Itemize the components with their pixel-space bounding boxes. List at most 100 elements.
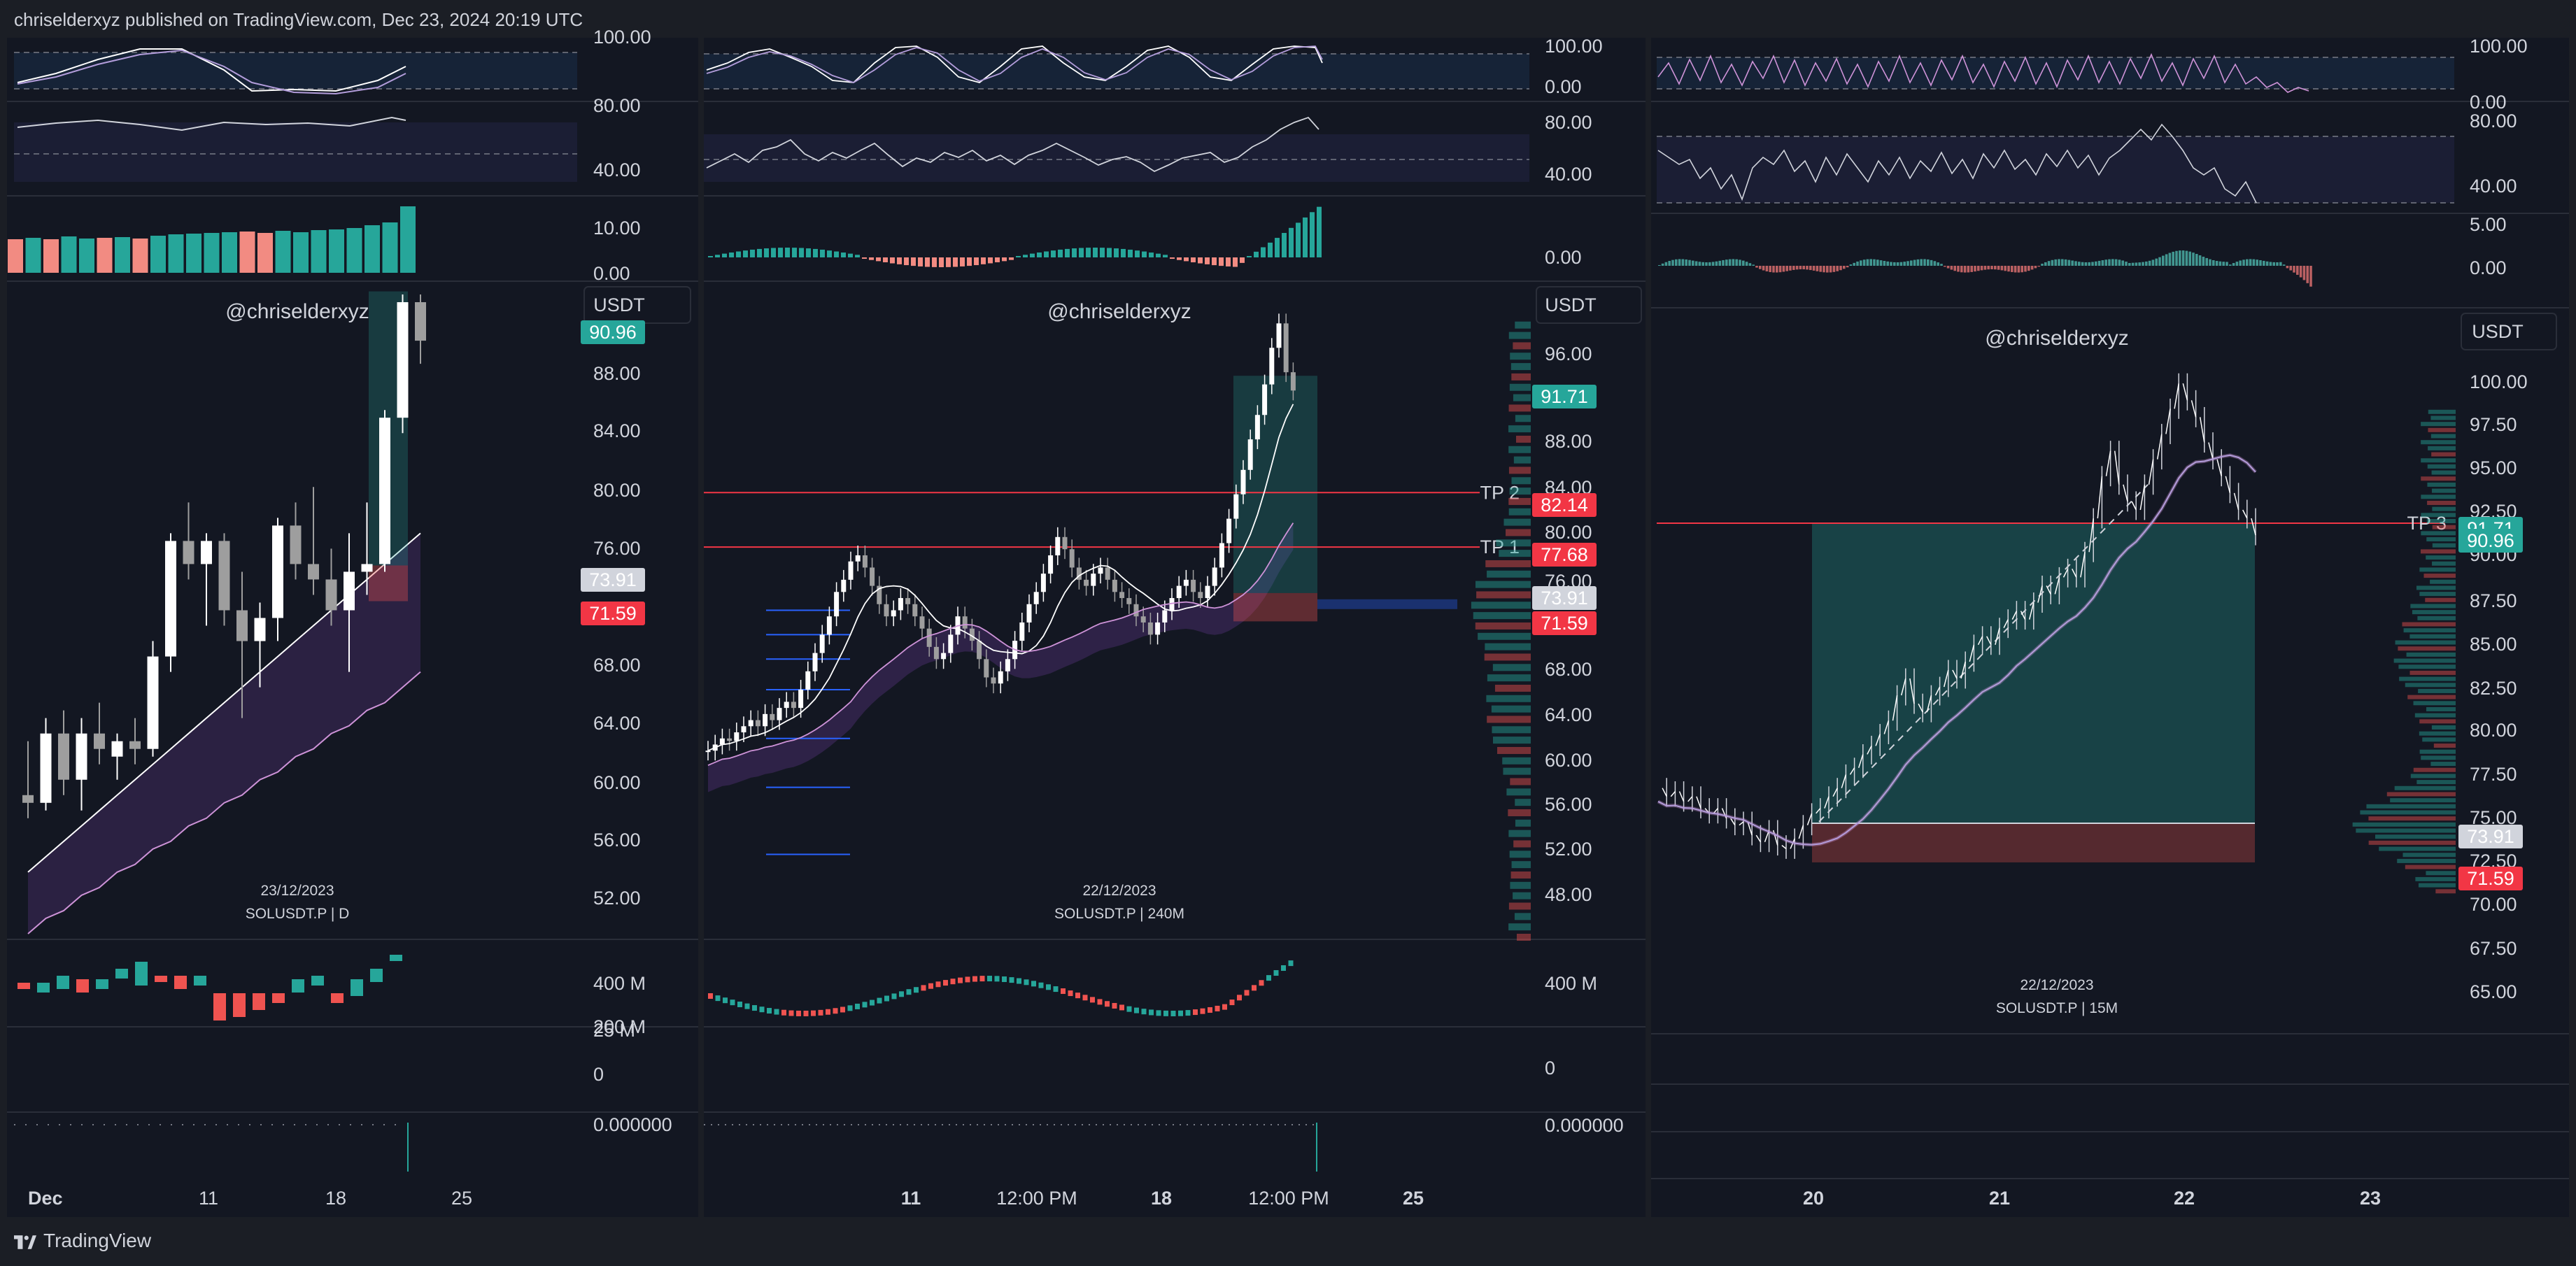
tradingview-logo[interactable]: TradingView: [14, 1230, 151, 1252]
p3-volume-profile-bar: [2432, 543, 2456, 548]
p3-macd-bar: [1893, 262, 1896, 266]
p3-price-tick: 85.00: [2470, 634, 2517, 655]
p3-volume-profile-bar: [2406, 652, 2456, 657]
p1-macd-bar: [400, 206, 416, 273]
p2-candle-body: [977, 641, 982, 660]
p2-candle-body: [1091, 574, 1096, 586]
p3-macd-bar: [2229, 264, 2232, 266]
oscillator-bands: [14, 52, 2454, 203]
p3-macd-bar: [2246, 259, 2249, 266]
p2-macd-bar: [792, 248, 797, 257]
p2-currency-button[interactable]: [1536, 286, 1642, 324]
p2-volume-bar: [1031, 981, 1036, 987]
p1-price-tick: 56.00: [593, 830, 641, 851]
p2-candle-body: [919, 616, 925, 629]
p3-macd-bar: [2162, 255, 2165, 266]
p3-candle-body: [2020, 611, 2026, 620]
p3-volume-profile-bar: [2421, 422, 2456, 427]
p3-volume-profile-bar: [2416, 585, 2456, 590]
p1-candle-body: [344, 571, 355, 611]
p3-macd-bar: [1862, 259, 1866, 266]
p3-macd-bar: [1856, 261, 1859, 266]
p1-volume-tick: 400 M: [593, 973, 646, 994]
p1-volume-bar: [370, 969, 383, 982]
p2-volume-bar: [943, 980, 948, 986]
p3-price-tag-bg: [2458, 867, 2523, 890]
p3-candle-body: [1883, 720, 1890, 734]
p1-macd-bar: [132, 239, 148, 273]
p2-volume-bar: [759, 1007, 765, 1013]
p3-macd-bar: [2293, 266, 2295, 273]
p3-volume-profile-bar: [2398, 646, 2456, 651]
p3-price-tick: 97.50: [2470, 414, 2517, 435]
p2-macd-bar: [1317, 206, 1322, 257]
p2-volume-profile-bar: [1508, 508, 1531, 515]
p2-volume-profile-bar: [1508, 830, 1531, 837]
p1-volume: [17, 955, 402, 1020]
p3-volume-profile-bar: [2419, 731, 2456, 736]
p1-candle-body: [183, 541, 194, 564]
p1-x-tick: 18: [325, 1188, 346, 1209]
p2-candle-body: [991, 677, 996, 684]
p1-volume-tick: 200 M: [593, 1016, 646, 1037]
p2-ribbon-fill: [708, 522, 1294, 792]
p2-candle-body: [1219, 543, 1224, 568]
p1-volume-bar: [311, 976, 324, 986]
p3-macd-bar: [2259, 260, 2262, 266]
p1-macd-bar: [239, 232, 255, 273]
p2-currency-label: USDT: [1545, 294, 1597, 315]
p3-volume-profile-bar: [2418, 883, 2456, 888]
p2-volume-profile-bar: [1508, 446, 1531, 453]
p2-macd-bar: [1296, 222, 1301, 257]
p3-macd-bar: [1873, 259, 1876, 266]
p2-volume-bar: [752, 1005, 757, 1011]
p2-candle-body: [719, 738, 725, 745]
p3-macd-bar: [1752, 264, 1755, 266]
p3-volume-profile-bar: [2407, 695, 2456, 699]
p3-macd-bar: [2179, 250, 2181, 266]
p1-volume-bar: [213, 993, 226, 1020]
p3-candle-body: [1806, 813, 1813, 825]
p2-volume-bar: [1215, 1005, 1220, 1011]
p3-candle-body: [2003, 619, 2009, 629]
p2-price-tag-bg: [1532, 385, 1597, 408]
p2-watermark: @chriselderxyz: [1047, 300, 1191, 323]
p1-volume-bar: [135, 962, 148, 986]
p1-volume-bar: [155, 976, 167, 982]
p3-macd-bar: [1849, 264, 1853, 266]
p3-macd-bar: [1866, 259, 1869, 266]
p2-volume-profile-bar: [1485, 560, 1531, 567]
p2-volume-bar: [737, 1001, 742, 1007]
p2-macd-bar: [883, 257, 888, 263]
p3-candle-body: [1849, 767, 1855, 775]
p3-macd-bar: [2242, 259, 2245, 266]
p3-ma-line: [1657, 454, 2256, 846]
p1-x-tick: 25: [451, 1188, 472, 1209]
p3-macd-bar: [1970, 266, 1973, 272]
p3-currency-button[interactable]: [2461, 313, 2557, 350]
p2-candle-body: [1062, 536, 1068, 550]
p2-volume-bar: [1141, 1009, 1147, 1015]
p3-volume-profile-bar: [2366, 804, 2456, 809]
p1-candle-body: [361, 564, 373, 572]
p3-volume-profile-bar: [2426, 537, 2456, 542]
p2-candle-body: [1283, 323, 1289, 373]
p3-candle-body: [2011, 611, 2018, 620]
p2-macd-bar: [848, 253, 853, 257]
p3-candle-body: [1867, 746, 1872, 755]
p1-candle-body: [218, 541, 230, 611]
p3-price-tag: 73.91: [2467, 826, 2514, 847]
p2-candle-body: [727, 738, 733, 741]
p2-macd-bar: [897, 257, 902, 264]
p3-volume-profile-bar: [2410, 774, 2456, 778]
p2-candle-body: [777, 708, 782, 720]
p2-volume-profile-bar: [1502, 757, 1531, 764]
p2-candle-body: [1019, 622, 1025, 641]
p3-price-tick: 80.00: [2470, 720, 2517, 741]
p3-volume-profile-bar: [2421, 476, 2456, 481]
p3-osc2-tick: 80.00: [2470, 111, 2517, 131]
p1-macd-tick: 0.00: [593, 263, 630, 284]
p3-date-label: 22/12/2023: [2020, 977, 2093, 993]
p2-volume-profile-bar: [1487, 716, 1531, 723]
p2-volume-profile-bar: [1485, 643, 1531, 650]
